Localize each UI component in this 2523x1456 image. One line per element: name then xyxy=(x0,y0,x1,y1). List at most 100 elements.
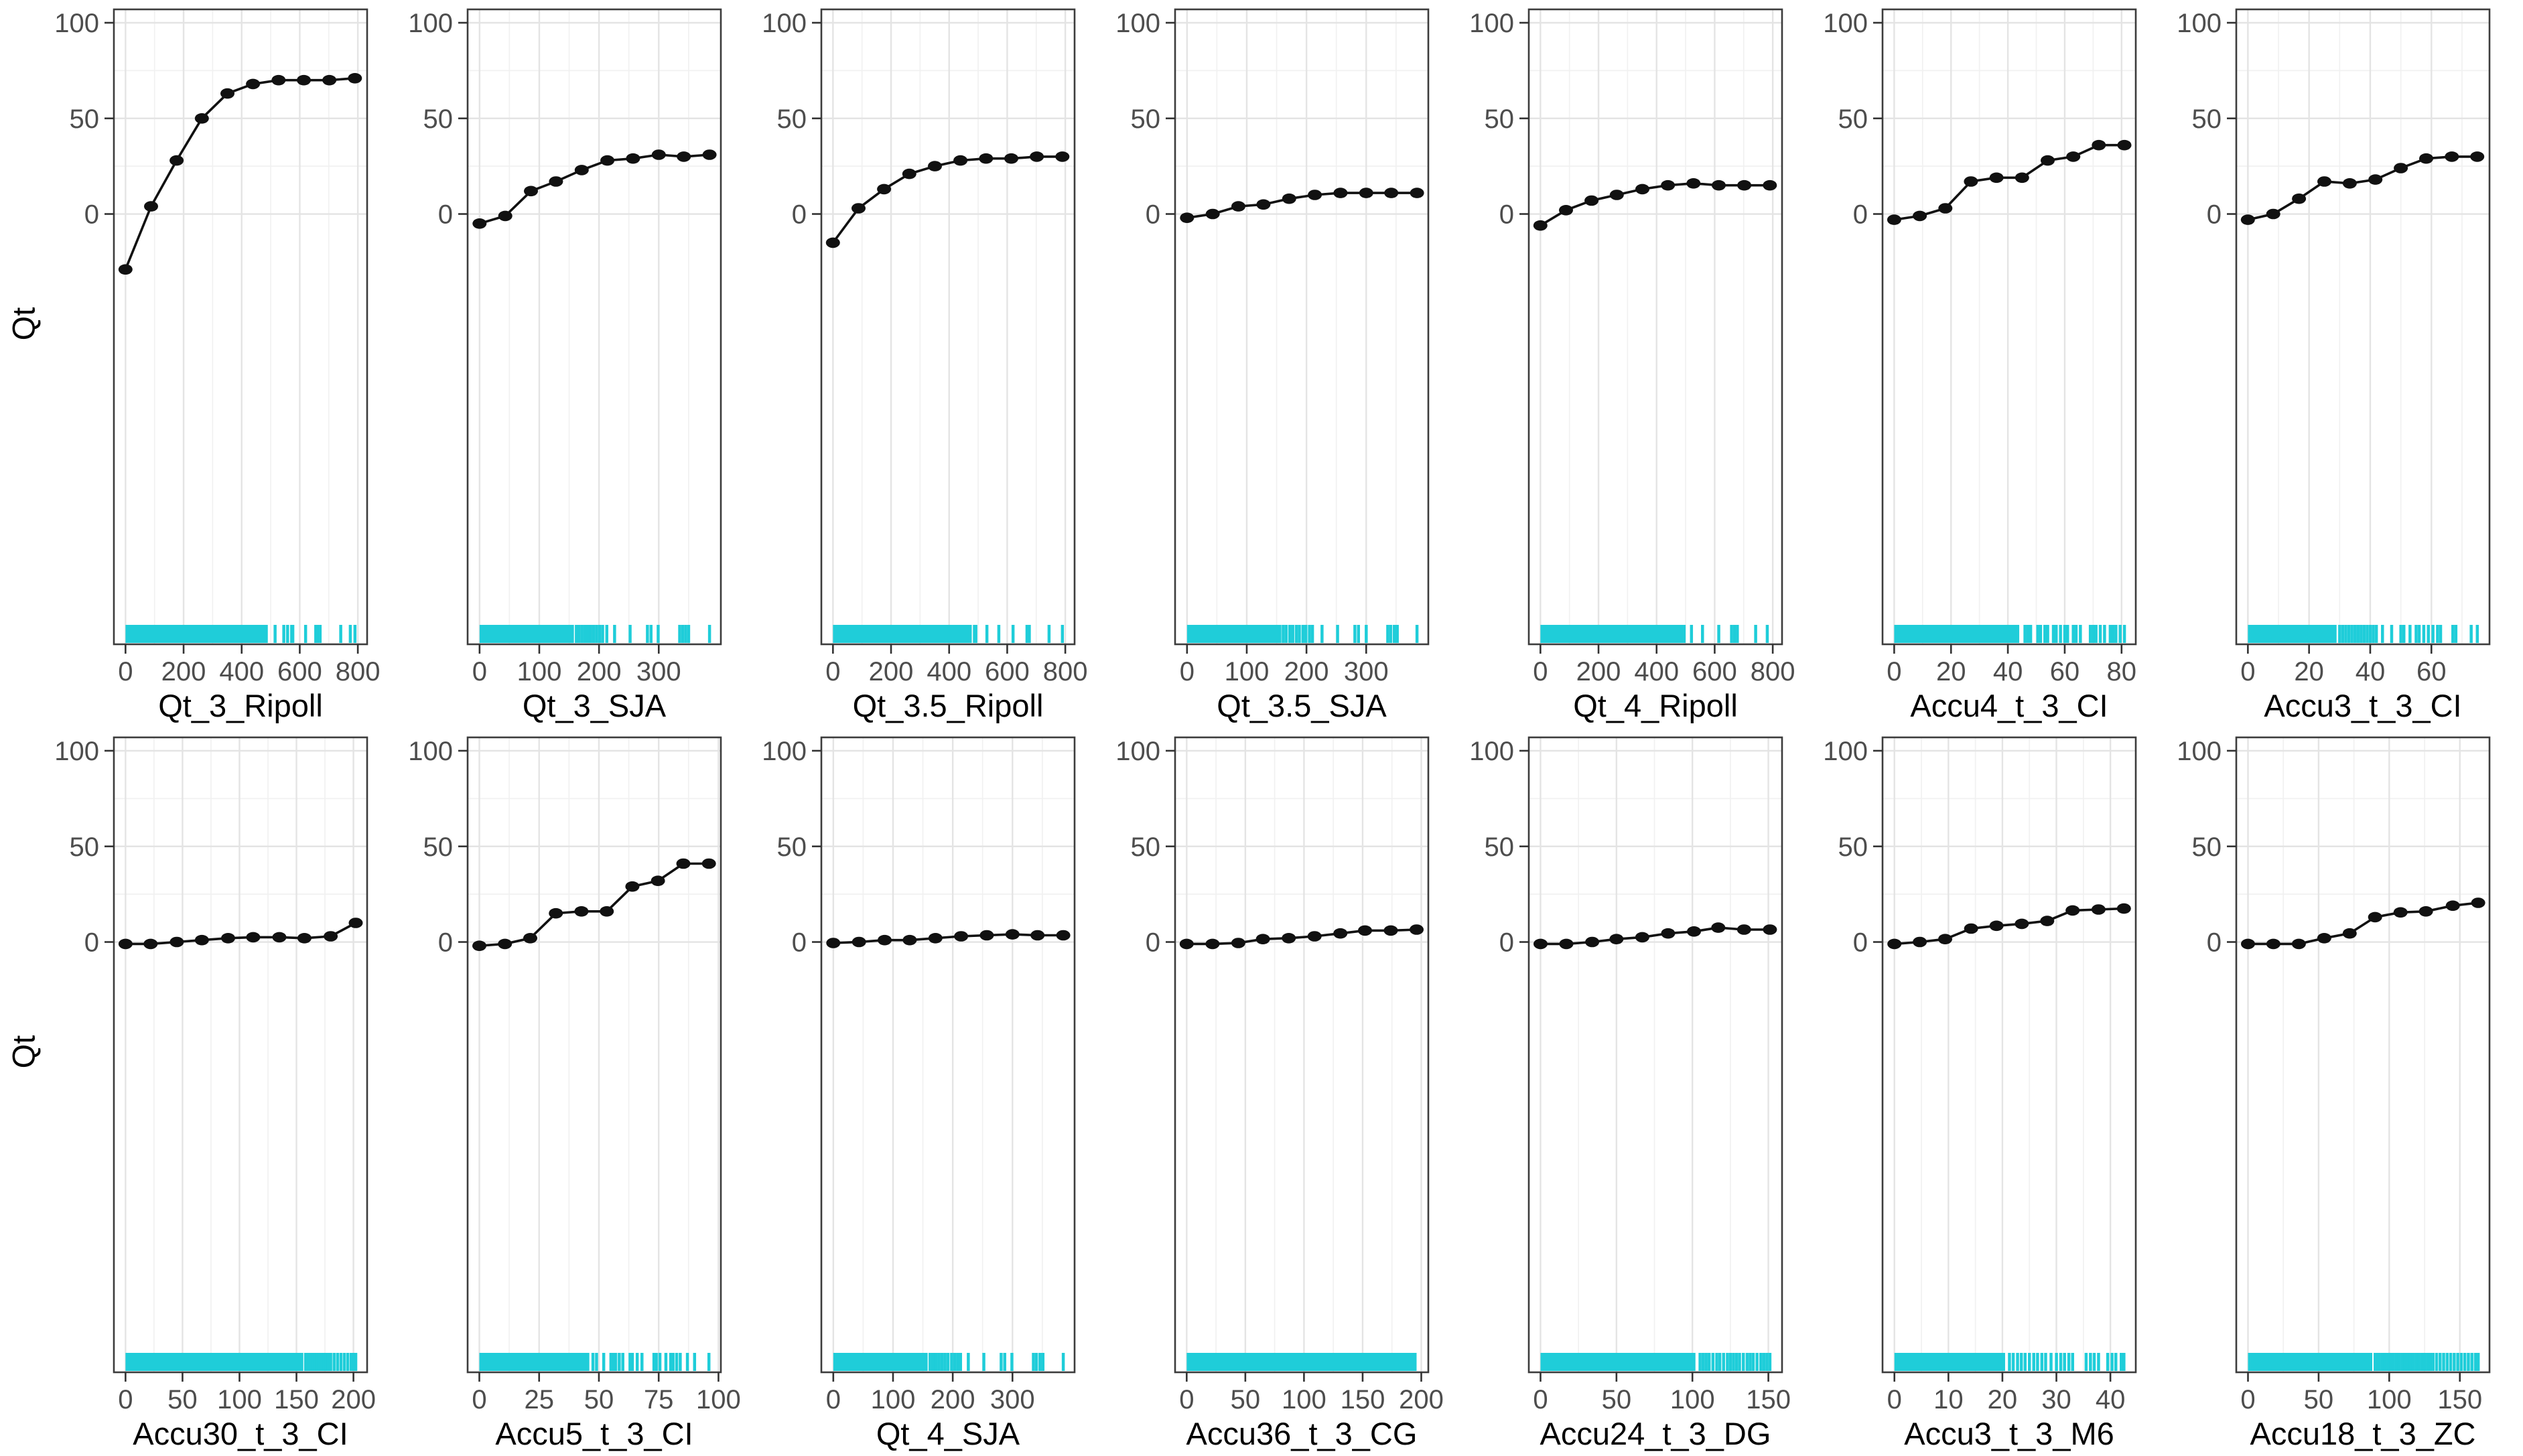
data-point xyxy=(297,74,311,86)
rug-solid-band xyxy=(1894,1353,2005,1371)
y-tick-label: 0 xyxy=(2207,200,2222,230)
pdp-line xyxy=(2248,901,2479,946)
rug-solid-band xyxy=(1186,1353,1417,1371)
rug-marks xyxy=(833,625,1065,643)
data-point xyxy=(1205,938,1220,950)
x-tick-label: 100 xyxy=(1670,1385,1715,1414)
data-point xyxy=(1056,930,1071,941)
x-axis: 0 100 200 300 xyxy=(1180,644,1389,686)
panel-Accu3_t_3_CI: 0 20 40 60 0 50 100 Accu3_t_3_CI xyxy=(2177,8,2491,723)
data-point xyxy=(1887,938,1902,950)
data-point xyxy=(2470,151,2485,162)
x-tick-label: 600 xyxy=(985,657,1030,686)
data-point xyxy=(702,149,717,160)
y-tick-label: 100 xyxy=(2177,9,2222,38)
y-tick-label: 50 xyxy=(70,832,100,862)
panel-border xyxy=(113,736,368,1374)
y-tick-label: 0 xyxy=(1853,200,1868,230)
x-tick-label: 200 xyxy=(577,657,622,686)
y-tick-label: 100 xyxy=(408,737,453,766)
pdp-points xyxy=(825,151,1070,248)
y-axis: 0 50 100 xyxy=(762,9,821,230)
x-tick-label: 200 xyxy=(331,1385,376,1414)
pdp-line xyxy=(125,922,356,946)
data-point xyxy=(2092,139,2106,151)
data-point xyxy=(1964,923,1978,934)
data-point xyxy=(2342,178,2357,189)
grid-minor xyxy=(2236,737,2490,1372)
rug-marks xyxy=(125,1353,358,1371)
x-tick-label: 300 xyxy=(1344,657,1389,686)
rug-marks xyxy=(479,625,711,643)
x-tick-label: 20 xyxy=(1988,1385,2018,1414)
panel-background xyxy=(1175,9,1428,644)
pdp-line xyxy=(833,933,1064,944)
data-point xyxy=(1333,188,1348,198)
pdp-line xyxy=(479,862,709,947)
y-tick-label: 0 xyxy=(1146,200,1160,230)
data-point xyxy=(1410,924,1424,935)
data-point xyxy=(1938,203,1953,214)
data-point xyxy=(902,934,917,946)
grid-major xyxy=(2236,9,2490,644)
x-axis: 0 200 400 600 800 xyxy=(825,644,1088,686)
grid-minor xyxy=(1175,737,1428,1372)
y-tick-label: 50 xyxy=(423,832,454,862)
x-axis-title: Accu18_t_3_ZC xyxy=(2250,1416,2475,1451)
x-axis: 0 10 20 30 40 xyxy=(1887,1372,2125,1414)
rug-solid-band xyxy=(479,625,574,643)
rug-marks xyxy=(1186,625,1419,643)
panel-background xyxy=(114,9,367,644)
panel-border xyxy=(113,8,368,646)
data-point xyxy=(144,201,158,212)
x-tick-label: 600 xyxy=(1692,657,1737,686)
data-point xyxy=(2368,174,2383,185)
data-point xyxy=(2015,918,2029,930)
x-tick-label: 100 xyxy=(1225,657,1270,686)
data-point xyxy=(1686,178,1701,189)
y-tick-label: 50 xyxy=(1131,832,1161,862)
x-tick-label: 0 xyxy=(472,1385,486,1414)
x-tick-label: 0 xyxy=(1533,1385,1548,1414)
data-point xyxy=(2342,928,2357,939)
x-axis-title: Accu30_t_3_CI xyxy=(133,1416,348,1451)
x-tick-label: 150 xyxy=(2437,1385,2482,1414)
y-tick-label: 0 xyxy=(2207,928,2222,958)
x-tick-label: 0 xyxy=(1887,657,1901,686)
x-tick-label: 300 xyxy=(990,1385,1035,1414)
x-axis-title: Qt_3_Ripoll xyxy=(158,688,323,723)
x-tick-label: 150 xyxy=(274,1385,319,1414)
panel-row-1: 0 200 400 600 800 0 50 100 Qt_3_Ripoll 0 100 200 300… xyxy=(47,0,2523,728)
panel-Qt_3_Ripoll: 0 200 400 600 800 0 50 100 Qt_3_Ripoll xyxy=(54,8,381,723)
y-axis: 0 50 100 xyxy=(1115,737,1175,958)
x-tick-label: 0 xyxy=(1179,1385,1194,1414)
data-point xyxy=(2116,903,2131,914)
data-point xyxy=(1635,932,1649,943)
x-tick-label: 300 xyxy=(636,657,681,686)
x-tick-label: 200 xyxy=(1576,657,1621,686)
grid-major xyxy=(468,737,721,1372)
panel-background xyxy=(821,9,1075,644)
data-point xyxy=(2419,153,2433,164)
data-point xyxy=(1584,195,1599,206)
y-tick-label: 0 xyxy=(792,928,807,958)
data-point xyxy=(169,936,184,948)
rug-marks xyxy=(1894,1353,2126,1371)
y-tick-label: 100 xyxy=(1469,737,1514,766)
pdp-points xyxy=(1180,188,1424,224)
x-tick-label: 400 xyxy=(219,657,264,686)
pdp-line xyxy=(124,77,355,270)
data-point xyxy=(1533,220,1548,231)
data-point xyxy=(2240,214,2255,225)
x-axis-title: Accu36_t_3_CG xyxy=(1186,1416,1418,1451)
x-tick-label: 75 xyxy=(644,1385,674,1414)
data-point xyxy=(1585,936,1600,948)
data-point xyxy=(600,155,615,166)
y-axis: 0 50 100 xyxy=(54,737,114,958)
y-tick-label: 100 xyxy=(408,9,453,38)
data-point xyxy=(979,153,994,164)
panel-Accu4_t_3_CI: 0 20 40 60 80 0 50 100 Accu4_t_3_CI xyxy=(1823,8,2137,723)
x-tick-label: 20 xyxy=(1936,657,1966,686)
